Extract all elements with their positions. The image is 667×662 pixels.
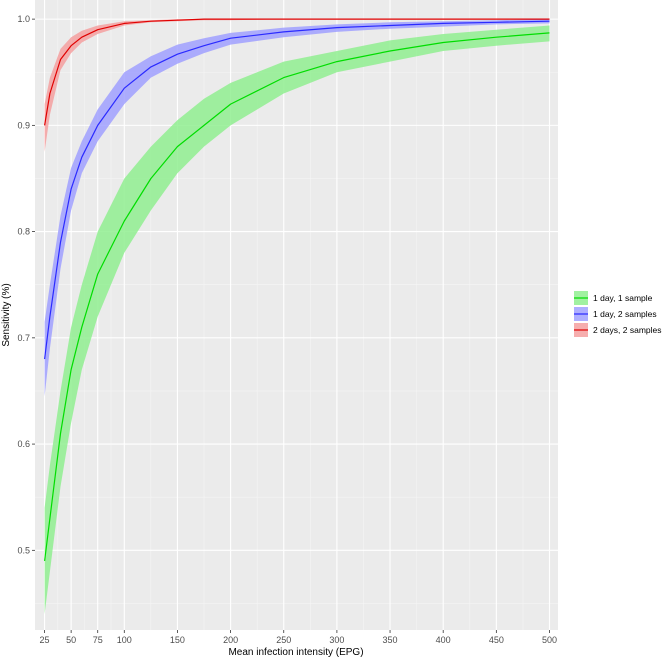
legend: 1 day, 1 sample 1 day, 2 samples 2 days, 2… [574,291,662,337]
series-lines [44,18,550,561]
x-tick-label: 350 [383,635,398,645]
x-tick-label: 250 [276,635,291,645]
legend-item: 1 day, 1 sample [574,291,653,305]
y-tick-label: 0.7 [17,333,30,343]
y-axis: 0.5 0.6 0.7 0.8 0.9 1.0 [17,14,35,555]
x-tick-label: 450 [489,635,504,645]
y-tick-label: 0.9 [17,120,30,130]
line-series-1 [44,32,550,561]
band-series-3 [44,19,550,152]
legend-label: 2 days, 2 samples [593,325,662,335]
x-tick-label: 400 [436,635,451,645]
y-tick-label: 0.6 [17,439,30,449]
x-tick-label: 500 [542,635,557,645]
band-series-1 [44,25,550,615]
line-series-2 [44,20,550,360]
y-tick-label: 1.0 [17,14,30,24]
y-tick-label: 0.5 [17,545,30,555]
legend-item: 1 day, 2 samples [574,307,657,321]
x-tick-label: 25 [40,635,50,645]
y-axis-title: Sensitivity (%) [1,283,12,346]
x-tick-label: 100 [117,635,132,645]
x-tick-label: 75 [93,635,103,645]
confidence-bands [44,19,550,615]
x-axis: 25 50 75 100 150 200 250 300 350 400 450 500 [40,630,557,645]
x-axis-title: Mean infection intensity (EPG) [228,647,363,658]
legend-label: 1 day, 1 sample [593,293,653,303]
x-tick-label: 200 [223,635,238,645]
line-series-3 [44,18,550,126]
legend-item: 2 days, 2 samples [574,323,662,337]
x-tick-label: 300 [329,635,344,645]
x-tick-label: 150 [170,635,185,645]
x-tick-label: 50 [66,635,76,645]
y-tick-label: 0.8 [17,227,30,237]
legend-label: 1 day, 2 samples [593,309,657,319]
